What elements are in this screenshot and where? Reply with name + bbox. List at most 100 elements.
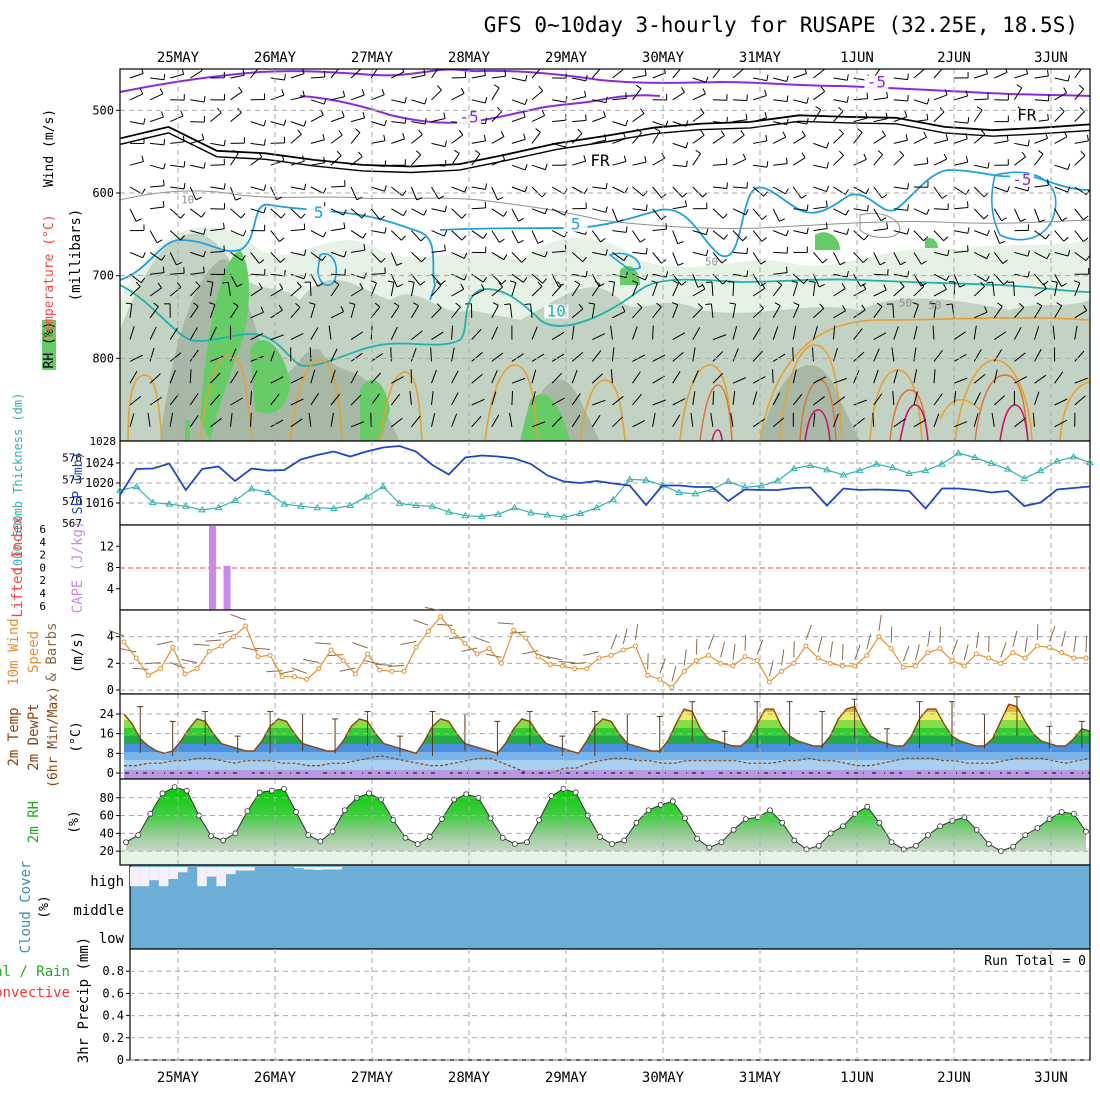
wind-barb bbox=[129, 370, 138, 384]
wind-barb bbox=[1074, 84, 1085, 101]
wind-barb bbox=[712, 158, 728, 166]
wind-barb bbox=[652, 208, 667, 221]
wind-barb bbox=[210, 183, 226, 190]
wind-barb bbox=[893, 73, 909, 81]
wind-barb bbox=[973, 129, 986, 144]
thickness-marker bbox=[642, 476, 650, 483]
wind-barb bbox=[652, 325, 654, 340]
contour-label-bg bbox=[306, 206, 331, 221]
wind-barb bbox=[491, 251, 508, 261]
surface-wind-barb bbox=[181, 658, 198, 664]
wind-barb bbox=[250, 224, 266, 232]
wind-barb bbox=[1007, 281, 1015, 297]
wind-barb bbox=[451, 129, 464, 144]
humidity-marker bbox=[390, 817, 397, 823]
wind-barb bbox=[431, 244, 446, 253]
cloud-label-line2: (%) bbox=[37, 895, 52, 918]
wind-barb bbox=[652, 302, 662, 319]
rh-green-patches bbox=[185, 232, 938, 441]
precip-label-convective: Convective bbox=[0, 985, 70, 1001]
lifted-index-tick: 2 bbox=[39, 549, 46, 562]
wind-barb bbox=[1034, 283, 1047, 297]
humidity-marker bbox=[985, 841, 992, 847]
cape-label: CAPE (J/kg) bbox=[70, 521, 86, 614]
wind-barb bbox=[632, 69, 647, 79]
wind-barb bbox=[772, 353, 786, 362]
thickness-marker bbox=[444, 508, 453, 515]
wind-barb bbox=[1074, 251, 1090, 262]
surface-wind-barb bbox=[413, 619, 429, 626]
wind-barb bbox=[491, 326, 499, 340]
surface-wind-barb bbox=[647, 653, 649, 670]
wind-speed-marker bbox=[815, 655, 821, 661]
wind-barb bbox=[873, 150, 884, 166]
wind-speed-marker bbox=[425, 628, 431, 634]
tick-label: 0 bbox=[107, 683, 114, 697]
contour-label-bg bbox=[1009, 173, 1034, 188]
wind-barb bbox=[230, 348, 237, 362]
wind-speed-marker bbox=[1083, 655, 1089, 661]
wind-barb bbox=[813, 222, 828, 232]
wind-barb bbox=[310, 273, 324, 287]
wind-barb bbox=[1034, 94, 1050, 102]
wind-barb bbox=[411, 208, 428, 216]
humidity-marker bbox=[426, 833, 433, 840]
wind-barb bbox=[610, 369, 613, 384]
humidity-marker bbox=[147, 810, 154, 817]
wind-barb bbox=[873, 332, 887, 341]
wind-barb bbox=[531, 163, 548, 171]
surface-wind-barb bbox=[1036, 623, 1039, 641]
wind-barb bbox=[169, 393, 180, 406]
humidity-marker bbox=[864, 803, 871, 810]
wind-barb bbox=[592, 249, 608, 256]
humidity-marker bbox=[876, 819, 883, 826]
wind-barb bbox=[792, 325, 797, 340]
bottom-date-30MAY: 30MAY bbox=[642, 1070, 685, 1086]
tick-label: 24 bbox=[100, 707, 114, 721]
wind-barb bbox=[129, 326, 135, 340]
thickness-marker bbox=[839, 471, 848, 478]
wind-barb bbox=[873, 369, 879, 384]
wind-barb bbox=[773, 118, 789, 126]
rh-label-line2: (%) bbox=[67, 810, 82, 833]
wind-barb bbox=[511, 164, 528, 171]
tick-label: 2 bbox=[107, 656, 114, 670]
wind-barb bbox=[430, 347, 432, 362]
wind-barb bbox=[230, 69, 245, 79]
wind-barb bbox=[612, 251, 628, 261]
surface-wind-barb bbox=[963, 644, 969, 661]
cloud-clear-patch bbox=[130, 867, 140, 887]
surface-wind-barb bbox=[474, 636, 490, 644]
thickness-marker bbox=[148, 498, 157, 506]
humidity-marker bbox=[912, 842, 919, 849]
wind-barb bbox=[391, 376, 404, 384]
pressure-axis-label: (millibars) bbox=[68, 209, 84, 302]
wind-speed-marker bbox=[973, 651, 979, 657]
wind-barb bbox=[330, 369, 336, 384]
wind-barb bbox=[705, 303, 714, 318]
wind-speed-marker bbox=[523, 635, 529, 641]
wind-barb bbox=[692, 186, 708, 198]
lifted-index-tick: 4 bbox=[39, 536, 46, 549]
wind-barb bbox=[632, 371, 641, 384]
wind-speed-marker bbox=[316, 666, 322, 672]
humidity-marker bbox=[281, 785, 287, 792]
humidity-marker bbox=[560, 785, 567, 792]
top-date-26MAY: 26MAY bbox=[254, 50, 297, 66]
humidity-axis-ticks: 20 40 60 80 bbox=[100, 791, 120, 858]
surface-wind-barb bbox=[975, 632, 980, 649]
wind-barb bbox=[986, 281, 995, 297]
wind-barb bbox=[391, 117, 407, 124]
wind-barb bbox=[873, 269, 889, 276]
wind-barb bbox=[588, 302, 596, 318]
surface-wind-axis-ticks: 0 2 4 bbox=[107, 630, 120, 697]
wind-barb bbox=[410, 186, 423, 201]
wind-barb bbox=[250, 93, 266, 101]
wind-barb bbox=[491, 70, 507, 79]
wind-barb bbox=[571, 303, 584, 319]
wind-speed-marker bbox=[559, 663, 565, 669]
wind-barb bbox=[149, 251, 166, 261]
wind-barb bbox=[973, 208, 989, 220]
wind-barb bbox=[772, 417, 785, 428]
